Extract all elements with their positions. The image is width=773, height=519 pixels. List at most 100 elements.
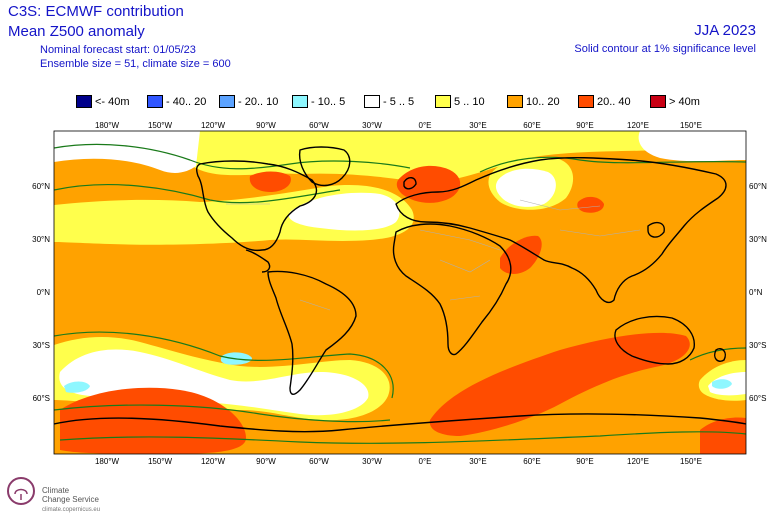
lon-tick: 120°E bbox=[627, 121, 649, 130]
negative-5-10-patch-3 bbox=[712, 379, 732, 389]
lon-tick: 30°W bbox=[362, 457, 382, 466]
neutral-region-northeast-siberia bbox=[638, 131, 746, 162]
greenland-outline bbox=[298, 146, 351, 187]
legend-swatch bbox=[364, 95, 380, 108]
lon-tick: 0°E bbox=[419, 457, 432, 466]
legend-label: - 20.. 10 bbox=[238, 96, 279, 108]
legend-swatch bbox=[219, 95, 235, 108]
legend-swatch bbox=[578, 95, 594, 108]
neutral-region-urals bbox=[495, 168, 556, 207]
australia-outline bbox=[614, 315, 695, 365]
lon-tick: 60°W bbox=[309, 457, 329, 466]
lon-tick: 180°W bbox=[95, 121, 120, 130]
significance-contour bbox=[59, 431, 746, 444]
neutral-region-north-atlantic bbox=[288, 192, 400, 231]
lat-tick: 30°N bbox=[749, 235, 767, 244]
land-outlines bbox=[54, 146, 746, 433]
lon-tick: 60°W bbox=[309, 121, 329, 130]
lon-tick: 150°W bbox=[148, 121, 173, 130]
legend-swatch bbox=[76, 95, 92, 108]
lat-tick: 30°S bbox=[33, 341, 50, 350]
logo-name-line-1: Climate bbox=[42, 486, 70, 495]
lat-tick: 30°S bbox=[749, 341, 766, 350]
lat-tick: 0°N bbox=[37, 288, 51, 297]
lon-tick: 120°E bbox=[627, 457, 649, 466]
british-isles-outline bbox=[403, 177, 417, 190]
lon-tick: 30°W bbox=[362, 121, 382, 130]
neutral-region-north-pacific bbox=[54, 131, 200, 173]
lon-tick: 30°E bbox=[469, 457, 486, 466]
significance-note: Solid contour at 1% significance level bbox=[574, 43, 756, 55]
significance-contour bbox=[54, 331, 394, 399]
country-borders bbox=[226, 199, 641, 311]
lon-tick: 90°E bbox=[576, 121, 593, 130]
logo-url: climate.copernicus.eu bbox=[42, 507, 101, 513]
lon-tick: 180°W bbox=[95, 457, 120, 466]
logo-name-line-2: Change Service bbox=[42, 495, 99, 504]
lon-ticks-bottom: 180°W 150°W 120°W 90°W 60°W 30°W 0°E 30°… bbox=[95, 457, 702, 466]
positive-20-40-canada bbox=[249, 171, 291, 192]
positive-5-10-north-band bbox=[54, 131, 746, 183]
lat-ticks-right: 60°N 30°N 0°N 30°S 60°S bbox=[749, 182, 767, 403]
legend-label: 20.. 40 bbox=[597, 96, 631, 108]
japan-outline bbox=[647, 221, 665, 238]
lat-tick: 60°N bbox=[749, 182, 767, 191]
lat-tick: 60°S bbox=[749, 394, 766, 403]
lat-tick: 30°N bbox=[32, 235, 50, 244]
lon-tick: 90°W bbox=[256, 457, 276, 466]
lon-tick: 150°E bbox=[680, 457, 702, 466]
neutral-region-south-pacific bbox=[59, 349, 369, 416]
lon-tick: 150°E bbox=[680, 121, 702, 130]
title-line-1: C3S: ECMWF contribution bbox=[8, 3, 184, 20]
legend-label: - 10.. 5 bbox=[311, 96, 346, 108]
ensemble-size-text: Ensemble size = 51, climate size = 600 bbox=[40, 58, 231, 70]
lat-ticks-left: 60°N 30°N 0°N 30°S 60°S bbox=[32, 182, 50, 403]
legend-label: <- 40m bbox=[95, 96, 130, 108]
legend-swatch bbox=[435, 95, 451, 108]
legend-label: 5 .. 10 bbox=[454, 96, 485, 108]
legend-swatch bbox=[147, 95, 163, 108]
season-label: JJA 2023 bbox=[694, 22, 756, 39]
copernicus-logo-icon bbox=[7, 477, 35, 505]
lon-tick: 0°E bbox=[419, 121, 432, 130]
legend-swatch bbox=[292, 95, 308, 108]
lon-tick: 120°W bbox=[201, 121, 226, 130]
significance-contour bbox=[54, 404, 391, 423]
significance-contour bbox=[479, 156, 746, 173]
lon-tick: 90°E bbox=[576, 457, 593, 466]
significance-contour bbox=[54, 143, 411, 170]
lon-tick: 60°E bbox=[523, 457, 540, 466]
new-zealand-outline bbox=[714, 348, 726, 362]
legend-label: > 40m bbox=[669, 96, 700, 108]
forecast-start-text: Nominal forecast start: 01/05/23 bbox=[40, 44, 196, 56]
logo-text: Climate Change Service bbox=[42, 486, 99, 504]
lat-tick: 0°N bbox=[749, 288, 763, 297]
significance-contour bbox=[54, 183, 341, 204]
map-frame bbox=[53, 130, 747, 455]
positive-20-40-ross-sea bbox=[700, 417, 746, 454]
positive-20-40-scandinavia bbox=[396, 165, 461, 203]
lat-tick: 60°S bbox=[33, 394, 50, 403]
lon-tick: 150°W bbox=[148, 457, 173, 466]
africa-outline bbox=[392, 223, 512, 356]
lon-tick: 90°W bbox=[256, 121, 276, 130]
title-line-2: Mean Z500 anomaly bbox=[8, 23, 145, 40]
legend-swatch bbox=[650, 95, 666, 108]
south-america-outline bbox=[267, 270, 357, 395]
legend-label: - 5 .. 5 bbox=[383, 96, 415, 108]
significance-contour bbox=[689, 347, 746, 361]
lat-tick: 60°N bbox=[32, 182, 50, 191]
lon-ticks-top: 180°W 150°W 120°W 90°W 60°W 30°W 0°E 30°… bbox=[95, 121, 702, 130]
central-america-outline bbox=[245, 249, 271, 273]
eurasia-outline bbox=[395, 156, 727, 304]
lon-tick: 30°E bbox=[469, 121, 486, 130]
negative-5-10-patch-2 bbox=[64, 381, 90, 393]
positive-20-40-central-asia bbox=[577, 196, 604, 213]
lon-tick: 120°W bbox=[201, 457, 226, 466]
antarctica-outline bbox=[54, 413, 746, 433]
north-america-outline bbox=[195, 160, 318, 252]
legend-swatch bbox=[507, 95, 523, 108]
legend-label: 10.. 20 bbox=[526, 96, 560, 108]
legend-label: - 40.. 20 bbox=[166, 96, 207, 108]
